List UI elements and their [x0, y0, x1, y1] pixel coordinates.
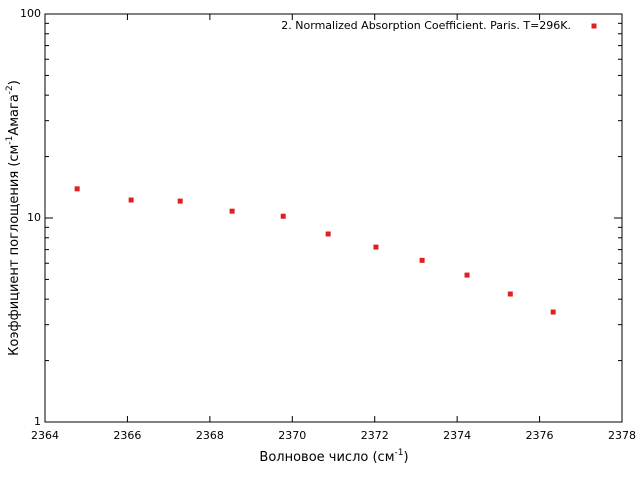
axis-title-part: Амага: [7, 94, 22, 135]
axis-title-part: -1: [395, 448, 404, 458]
point: [373, 244, 379, 250]
legend-marker: [591, 23, 597, 29]
legend-label: 2. Normalized Absorption Coefficient. Pa…: [281, 19, 571, 32]
x-tick-label: 2372: [361, 429, 389, 442]
y-tick-label: 10: [27, 211, 41, 224]
axis-title-part: Коэффициент поглощения (см: [7, 145, 22, 356]
axis-title-part: -1: [5, 136, 15, 145]
point: [280, 213, 286, 219]
y-tick-label: 100: [20, 7, 41, 20]
point: [419, 257, 425, 263]
point: [229, 208, 235, 214]
x-tick-label: 2374: [443, 429, 471, 442]
y-axis-title: Коэффициент поглощения (см-1Амага-2): [5, 80, 22, 356]
point: [177, 198, 183, 204]
x-tick-label: 2364: [31, 429, 59, 442]
x-tick-label: 2378: [608, 429, 636, 442]
x-tick-label: 2370: [278, 429, 306, 442]
axis-title-part: ): [403, 450, 408, 465]
point: [507, 291, 513, 297]
x-axis-title: Волновое число (см-1): [259, 448, 408, 465]
point: [74, 186, 80, 192]
point: [128, 197, 134, 203]
x-tick-label: 2366: [113, 429, 141, 442]
point: [464, 272, 470, 278]
y-tick-label: 1: [34, 415, 41, 428]
axis-title-part: ): [7, 80, 22, 85]
axis-title-part: -2: [5, 85, 15, 94]
axis-title-part: Волновое число (см: [259, 450, 394, 465]
point: [550, 309, 556, 315]
point: [325, 231, 331, 237]
x-tick-label: 2368: [196, 429, 224, 442]
x-tick-label: 2376: [526, 429, 554, 442]
plot-border: [44, 13, 623, 423]
